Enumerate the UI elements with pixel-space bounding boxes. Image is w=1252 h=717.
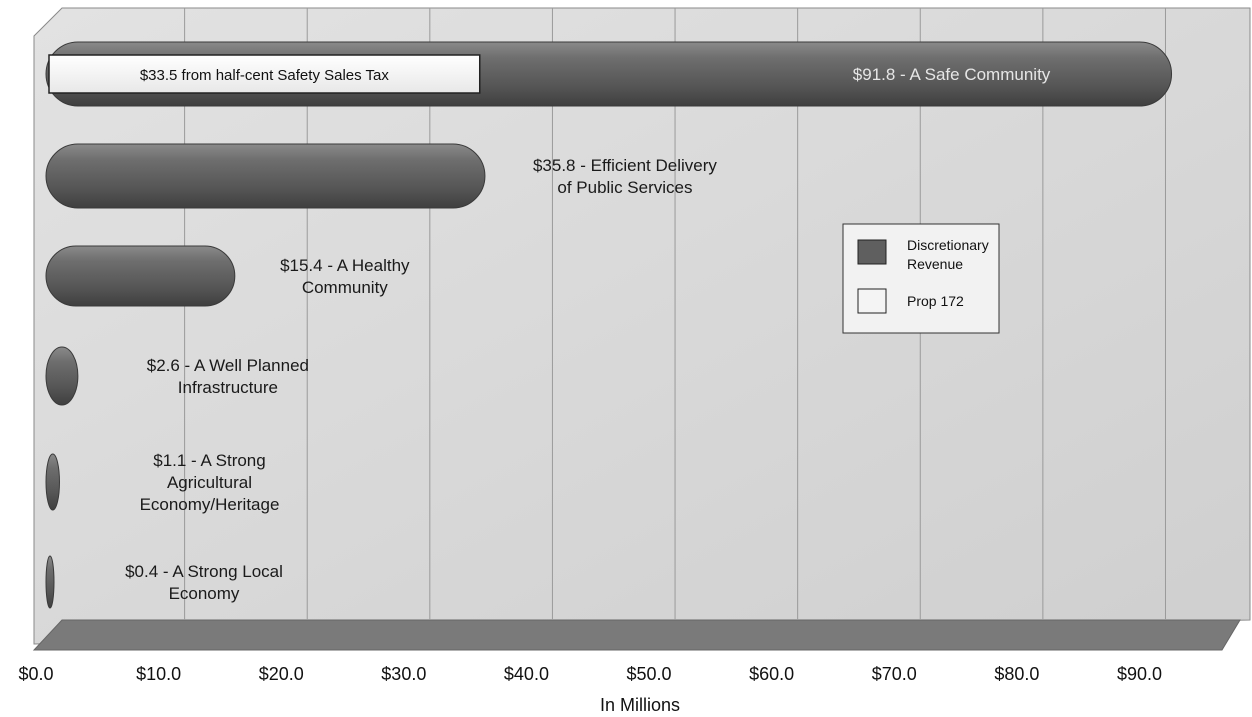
- legend-label-prop172: Prop 172: [907, 293, 964, 309]
- bar-label: $2.6 - A Well Planned: [147, 356, 309, 375]
- bar-label: $35.8 - Efficient Delivery: [533, 156, 717, 175]
- bar-prop172: [48, 54, 481, 94]
- x-tick-label: $60.0: [749, 664, 794, 684]
- legend-swatch-discretionary: [857, 239, 887, 265]
- bar-label: Economy: [169, 584, 240, 603]
- x-tick-label: $10.0: [136, 664, 181, 684]
- legend: Discretionary Revenue Prop 172: [842, 223, 1000, 334]
- bar-label: $1.1 - A Strong: [153, 451, 265, 470]
- grid-lines: [184, 8, 1166, 620]
- bar: [45, 245, 236, 307]
- x-axis-title: In Millions: [600, 695, 680, 715]
- x-tick-label: $30.0: [381, 664, 426, 684]
- legend-label-discretionary-line2: Revenue: [907, 256, 963, 272]
- bar: [45, 453, 60, 511]
- bar-label: Infrastructure: [178, 378, 278, 397]
- x-tick-labels: $0.0 $10.0 $20.0 $30.0 $40.0 $50.0 $60.0 $70.0 $…: [18, 664, 1162, 684]
- x-tick-label: $50.0: [627, 664, 672, 684]
- bar-label: $0.4 - A Strong Local: [125, 562, 283, 581]
- bar: [45, 143, 486, 209]
- bar-label: Economy/Heritage: [140, 495, 280, 514]
- bar-label: Agricultural: [167, 473, 252, 492]
- bar-label: Community: [302, 278, 388, 297]
- bar: [45, 346, 79, 406]
- bar-label: $15.4 - A Healthy: [280, 256, 410, 275]
- legend-label-discretionary-line1: Discretionary: [907, 237, 989, 253]
- x-tick-label: $40.0: [504, 664, 549, 684]
- bar-prop172-label: $33.5 from half-cent Safety Sales Tax: [140, 67, 390, 84]
- bar-label: $91.8 - A Safe Community: [853, 65, 1051, 84]
- x-tick-label: $80.0: [994, 664, 1039, 684]
- x-tick-label: $20.0: [259, 664, 304, 684]
- bar-labels: $33.5 from half-cent Safety Sales Tax $91…: [125, 65, 1051, 603]
- x-tick-label: $0.0: [18, 664, 53, 684]
- legend-swatch-prop172: [857, 288, 887, 314]
- bar: [45, 555, 55, 609]
- x-tick-label: $90.0: [1117, 664, 1162, 684]
- plot-floor: [32, 619, 1241, 651]
- x-tick-label: $70.0: [872, 664, 917, 684]
- bars: [45, 41, 1173, 609]
- bar-label: of Public Services: [557, 178, 692, 197]
